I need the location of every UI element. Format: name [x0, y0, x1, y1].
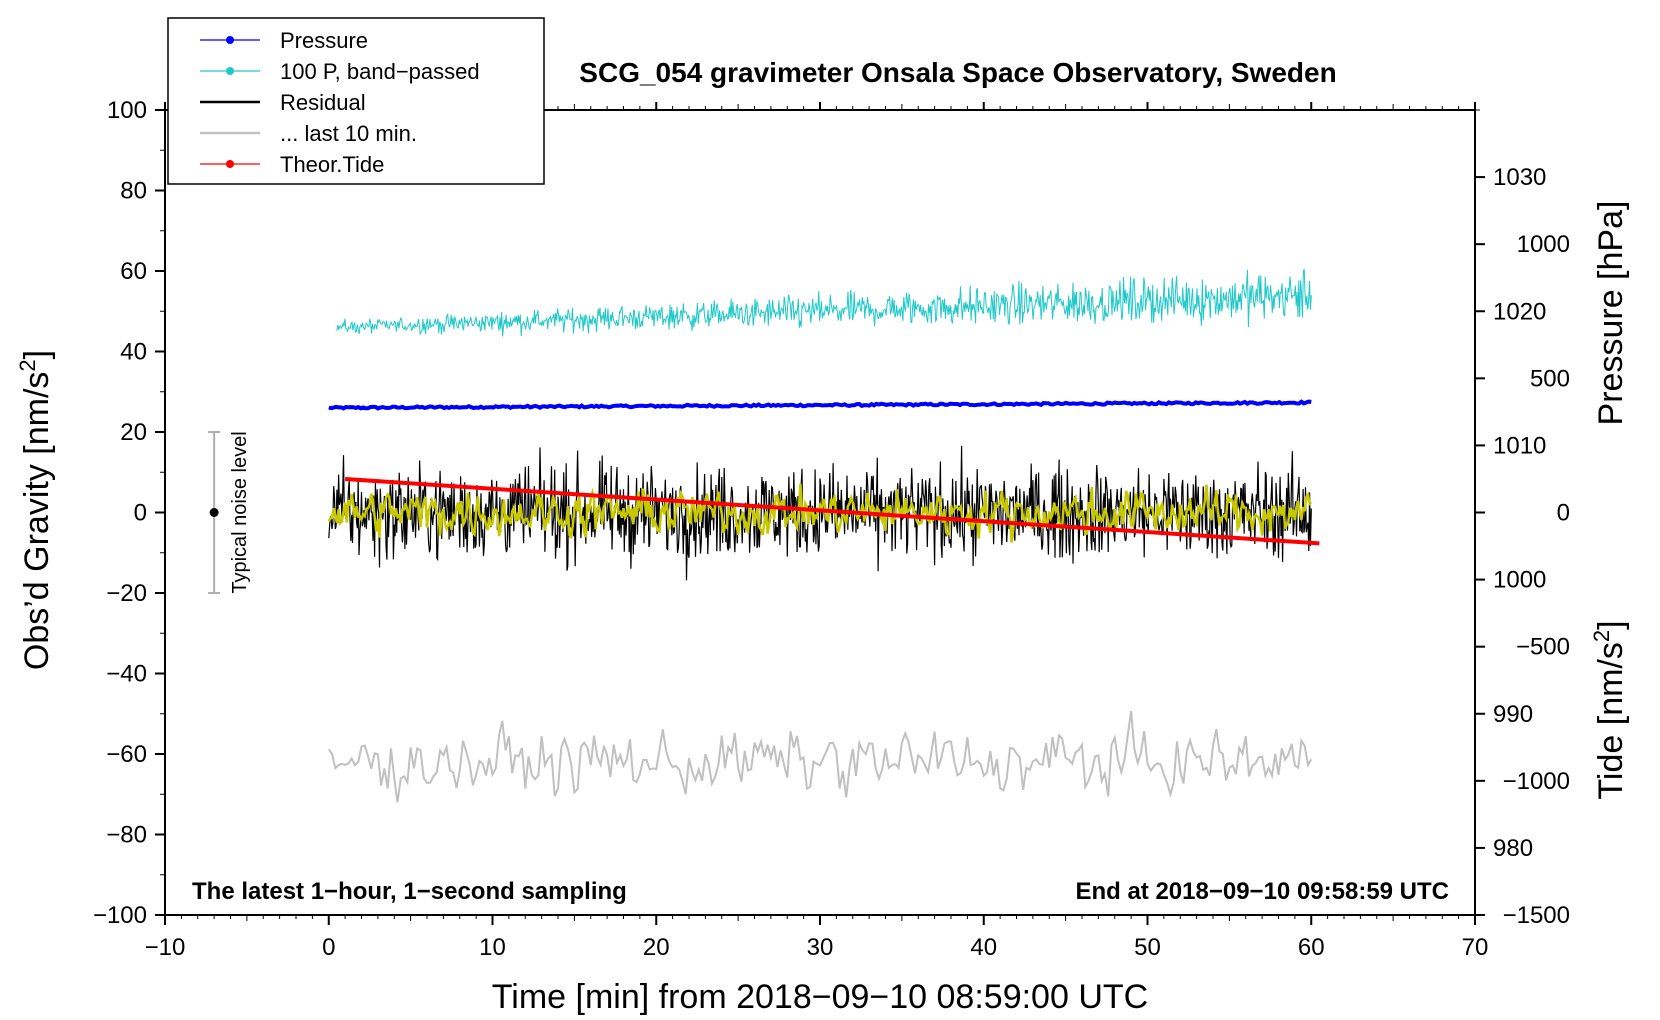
series-theor-tide: [344, 477, 1320, 546]
x-tick-label: 20: [643, 934, 670, 961]
y-axis-label-left: Obs’d Gravity [nm/s2]: [15, 350, 56, 670]
x-axis-label: Time [min] from 2018−09−10 08:59:00 UTC: [492, 978, 1148, 1016]
chart-title: SCG_054 gravimeter Onsala Space Observat…: [579, 57, 1336, 88]
y-axis-label-pressure: Pressure [hPa]: [1592, 201, 1630, 426]
x-tick-label: 0: [322, 934, 335, 961]
legend: Pressure 100 P, band−passed Residual ... la…: [167, 17, 545, 185]
axis-ticks: −10 0 10 20 30 40 50 60 70100806040200−20−40−60−…: [93, 97, 1570, 961]
noise-level-label: Typical noise level: [229, 431, 251, 593]
legend-label: Residual: [280, 90, 366, 115]
y-tick-label: 80: [120, 178, 147, 205]
noise-level-indicator: Typical noise level: [208, 431, 251, 594]
tide-tick-label: −1500: [1503, 902, 1570, 929]
x-tick-label: 30: [807, 934, 834, 961]
x-tick-label: 70: [1462, 934, 1489, 961]
pressure-tick-label: 980: [1493, 835, 1533, 862]
y-tick-label: 20: [120, 419, 147, 446]
series-pressure-bandpassed: [336, 268, 1312, 337]
pressure-tick-label: 1010: [1493, 432, 1546, 459]
legend-label: Pressure: [280, 28, 368, 53]
tide-tick-label: 0: [1557, 500, 1570, 527]
y-tick-label: −20: [106, 580, 147, 607]
x-tick-label: 50: [1134, 934, 1161, 961]
x-tick-label: −10: [145, 934, 186, 961]
y-tick-label: 40: [120, 339, 147, 366]
series-pressure: [328, 399, 1312, 411]
legend-label: ... last 10 min.: [280, 121, 417, 146]
y-tick-label: −80: [106, 822, 147, 849]
series-layer: [327, 268, 1320, 803]
legend-swatch-marker: [226, 36, 234, 44]
y-axis-label-tide: Tide [nm/s2]: [1589, 620, 1630, 799]
tide-tick-label: 1000: [1517, 231, 1570, 258]
pressure-tick-label: 1030: [1493, 164, 1546, 191]
series-residual-smoothed: [327, 483, 1313, 543]
tide-tick-label: −500: [1516, 634, 1570, 661]
noise-level-center-dot: [209, 508, 219, 517]
pressure-tick-label: 990: [1493, 701, 1533, 728]
pressure-tick-label: 1000: [1493, 567, 1546, 594]
x-tick-label: 40: [970, 934, 997, 961]
annotation-right: End at 2018−09−10 09:58:59 UTC: [1075, 878, 1449, 905]
legend-swatch-marker: [226, 160, 234, 168]
legend-swatch-marker: [226, 67, 234, 75]
annotation-left: The latest 1−hour, 1−second sampling: [192, 878, 627, 905]
series-last-10-min: [327, 710, 1313, 803]
y-tick-label: 0: [134, 500, 147, 527]
legend-label: Theor.Tide: [280, 152, 384, 177]
x-tick-label: 60: [1298, 934, 1325, 961]
tide-tick-label: −1000: [1503, 768, 1570, 795]
y-tick-label: −100: [93, 902, 147, 929]
pressure-tick-label: 1020: [1493, 298, 1546, 325]
y-tick-label: −60: [106, 741, 147, 768]
y-tick-label: −40: [106, 661, 147, 688]
y-tick-label: 100: [107, 97, 147, 124]
legend-label: 100 P, band−passed: [280, 59, 480, 84]
tide-tick-label: 500: [1530, 365, 1570, 392]
y-tick-label: 60: [120, 258, 147, 285]
x-tick-label: 10: [479, 934, 506, 961]
